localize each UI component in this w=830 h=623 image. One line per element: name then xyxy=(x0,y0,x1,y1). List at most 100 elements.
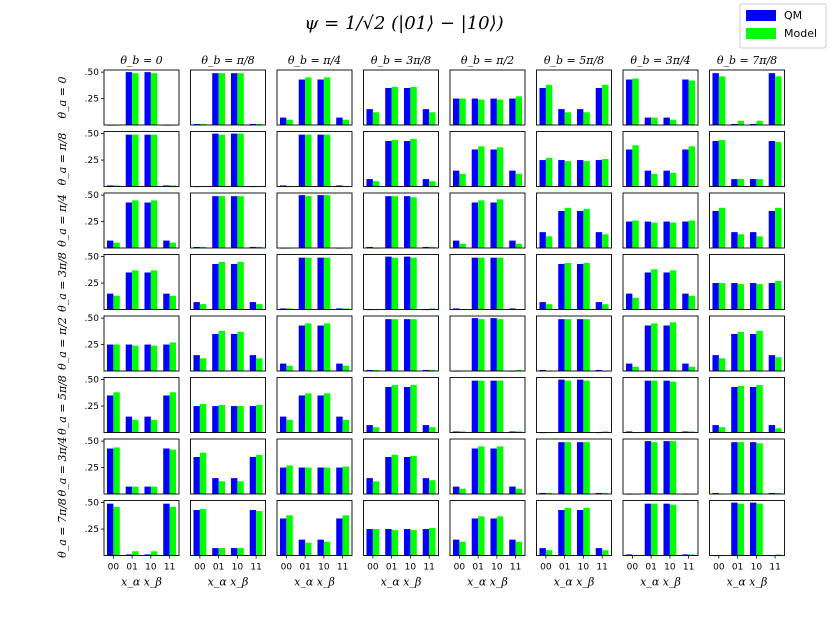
axes-frame xyxy=(190,315,266,372)
axes-frame xyxy=(276,254,353,310)
model-bar xyxy=(372,427,380,433)
qm-bar xyxy=(471,257,479,310)
model-bar xyxy=(305,134,312,187)
x-tick-label: 11 xyxy=(510,563,521,573)
x-tick-label: 10 xyxy=(232,563,244,573)
subplot-r3-c4 xyxy=(449,254,526,311)
axes-frame xyxy=(709,315,785,372)
x-tick-label: 00 xyxy=(194,563,206,573)
axes-frame xyxy=(276,377,353,433)
model-bar xyxy=(756,384,763,433)
row-label: θ_a = 0 xyxy=(56,77,69,119)
qm-bar xyxy=(403,87,411,125)
model-bar xyxy=(410,138,417,187)
subplot-r7-c7: 00 01 10 11x_α x_β xyxy=(709,500,785,589)
x-axis-label: x_α x_β xyxy=(554,576,595,589)
model-bar xyxy=(515,541,523,556)
qm-bar xyxy=(731,232,738,248)
qm-bar xyxy=(644,117,652,125)
model-bar xyxy=(478,516,485,556)
axes-frame xyxy=(536,69,612,126)
qm-bar xyxy=(768,425,776,433)
model-bar xyxy=(775,280,782,310)
qm-bar xyxy=(471,518,479,556)
model-bar xyxy=(169,392,177,433)
subplot-r3-c2 xyxy=(276,254,353,310)
qm-bar xyxy=(144,486,151,494)
qm-bar xyxy=(298,467,306,494)
axes-frame xyxy=(709,131,785,187)
model-bar xyxy=(564,207,572,248)
model-bar xyxy=(150,134,158,187)
qm-bar xyxy=(644,272,652,310)
row-label: θ_a = 3π/8 xyxy=(56,252,69,312)
axes-frame xyxy=(536,192,612,249)
model-bar xyxy=(756,330,763,371)
y-tick-label: .50 xyxy=(85,130,100,140)
model-bar xyxy=(583,112,590,125)
subplot-r6-c5 xyxy=(536,438,612,495)
qm-bar xyxy=(768,73,776,125)
qm-bar xyxy=(749,283,757,310)
qm-bar xyxy=(509,240,516,248)
qm-bar xyxy=(163,395,170,433)
qm-bar xyxy=(366,109,373,125)
qm-bar xyxy=(731,123,738,125)
axes-frame xyxy=(536,254,612,310)
qm-bar xyxy=(595,369,603,371)
qm-bar xyxy=(249,123,257,125)
axes-frame xyxy=(622,69,699,126)
qm-bar xyxy=(452,308,460,310)
qm-bar xyxy=(712,73,719,125)
subplot-r0-c5 xyxy=(536,69,612,126)
qm-bar xyxy=(625,431,633,433)
axes-frame xyxy=(449,69,526,126)
qm-bar xyxy=(125,272,133,310)
y-tick-label: .25 xyxy=(85,402,99,412)
model-bar xyxy=(756,179,763,187)
qm-bar xyxy=(452,486,460,494)
subplot-r6-c2 xyxy=(276,438,353,495)
model-bar xyxy=(718,207,726,248)
axes-frame xyxy=(449,500,526,556)
qm-bar xyxy=(317,467,324,494)
axes-frame xyxy=(363,500,439,556)
row-label: θ_a = 7π/8 xyxy=(56,498,69,558)
model-bar xyxy=(429,480,436,494)
model-bar xyxy=(632,366,639,371)
y-tick-label: .50 xyxy=(85,499,100,509)
model-bar xyxy=(342,419,350,433)
model-bar xyxy=(372,181,380,187)
model-bar xyxy=(545,157,553,187)
axes-frame xyxy=(276,438,353,495)
column-label: θ_b = 7π/8 xyxy=(717,54,777,67)
qm-bar xyxy=(336,117,343,125)
qm-bar xyxy=(682,431,689,433)
subplot-r2-c6 xyxy=(622,192,699,249)
qm-bar xyxy=(644,221,652,248)
subplot-r4-c0: .25 .50 xyxy=(85,314,180,372)
model-bar xyxy=(496,99,504,125)
qm-bar xyxy=(663,272,670,310)
model-bar xyxy=(775,492,782,494)
subplot-r1-c0: .25 .50 xyxy=(85,130,180,187)
x-tick-label: 00 xyxy=(281,563,293,573)
qm-bar xyxy=(125,554,133,556)
model-bar xyxy=(496,147,504,187)
y-tick-label: .25 xyxy=(85,156,99,166)
qm-bar xyxy=(712,355,719,371)
x-tick-label: 10 xyxy=(318,563,330,573)
model-bar xyxy=(669,504,677,556)
qm-bar xyxy=(163,293,170,310)
subplot-r3-c1 xyxy=(190,254,266,310)
qm-bar xyxy=(539,548,546,556)
model-bar xyxy=(515,96,523,125)
qm-bar xyxy=(163,185,170,187)
x-tick-label: 00 xyxy=(540,563,552,573)
x-axis-label: x_α x_β xyxy=(121,576,162,589)
subplot-r4-c3 xyxy=(363,315,439,372)
row-label: θ_a = 3π/4 xyxy=(56,437,69,497)
qm-bar xyxy=(731,333,738,371)
y-tick-label: .50 xyxy=(85,191,100,201)
qm-bar xyxy=(366,425,373,433)
